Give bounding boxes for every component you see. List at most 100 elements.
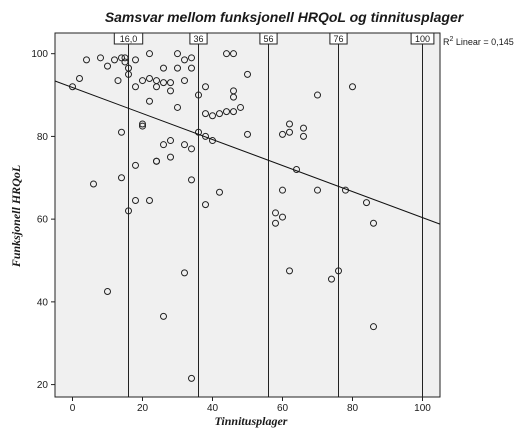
x-tick-label: 60: [277, 403, 289, 414]
x-tick-label: 80: [347, 403, 359, 414]
y-axis-ticks: 20 40 60 80 100: [31, 49, 55, 391]
data-point: [349, 83, 356, 91]
r2-label-superscript: 2: [450, 36, 454, 43]
fit-line: [54, 80, 441, 225]
data-point: [167, 153, 174, 161]
reference-line-label: 36: [193, 34, 203, 44]
reference-line-label-box: [410, 32, 435, 45]
data-point: [370, 323, 377, 331]
data-point: [244, 70, 251, 78]
data-point: [279, 213, 286, 221]
reference-line-label: 100: [415, 34, 430, 44]
r2-label-suffix: Linear = 0,145: [453, 37, 513, 47]
data-point: [272, 209, 279, 217]
data-point: [328, 275, 335, 283]
data-point: [174, 103, 181, 111]
data-point: [223, 108, 230, 116]
data-point: [160, 79, 167, 87]
data-point: [181, 56, 188, 64]
data-point: [139, 122, 146, 130]
reference-line-label: 56: [263, 34, 273, 44]
data-point: [279, 130, 286, 138]
data-point: [335, 267, 342, 275]
data-point: [188, 64, 195, 72]
data-point: [132, 56, 139, 64]
data-point: [181, 77, 188, 85]
x-axis-ticks: 0 20 40 60 80 100: [70, 397, 431, 414]
y-tick-label: 40: [37, 297, 49, 308]
data-point: [146, 75, 153, 82]
data-point: [209, 112, 216, 120]
data-point: [104, 288, 111, 296]
data-point: [111, 56, 118, 64]
data-point: [132, 197, 139, 205]
x-tick-label: 20: [137, 403, 149, 414]
data-point: [174, 64, 181, 72]
chart-title: Samsvar mellom funksjonell HRQoL og tinn…: [105, 9, 465, 25]
data-point: [139, 77, 146, 85]
y-tick-label: 100: [31, 49, 48, 60]
reference-line-label-box: [259, 32, 278, 45]
r2-label-prefix: R: [443, 37, 450, 47]
data-point: [181, 141, 188, 149]
data-point: [83, 56, 90, 64]
data-point: [202, 83, 209, 91]
data-point: [125, 207, 132, 215]
data-point: [188, 176, 195, 184]
r2-linear-label: R2 Linear = 0,145: [443, 36, 514, 47]
x-tick-label: 100: [414, 403, 431, 414]
data-point: [118, 174, 125, 182]
data-point: [90, 180, 97, 188]
data-point: [146, 197, 153, 205]
data-point: [370, 219, 377, 227]
reference-line-label: 76: [333, 34, 343, 44]
reference-line-label-box: [189, 32, 208, 45]
data-point: [230, 108, 237, 116]
data-point: [188, 54, 195, 62]
data-point: [104, 62, 111, 70]
data-point: [181, 269, 188, 277]
data-point: [286, 120, 293, 128]
data-point: [223, 50, 230, 58]
data-point: [132, 83, 139, 91]
y-tick-label: 80: [37, 132, 49, 143]
data-point: [125, 64, 132, 72]
data-point: [174, 50, 181, 58]
data-point: [167, 87, 174, 95]
data-point: [195, 128, 202, 136]
data-point: [244, 130, 251, 138]
data-point: [153, 157, 160, 165]
y-tick-label: 20: [37, 380, 49, 391]
data-point: [279, 186, 286, 194]
data-point: [300, 132, 307, 140]
data-point: [121, 54, 129, 62]
data-point: [272, 219, 279, 227]
y-axis-label: Funksjonell HRQoL: [9, 165, 23, 268]
data-point: [153, 83, 160, 91]
data-point: [118, 128, 125, 136]
data-point: [132, 161, 139, 169]
data-point: [195, 91, 202, 99]
data-point: [167, 137, 174, 145]
data-point: [202, 110, 209, 118]
data-point: [160, 141, 167, 149]
data-point: [237, 103, 244, 111]
data-point: [97, 54, 104, 62]
data-point: [286, 128, 293, 136]
x-axis-label: Tinnitusplager: [215, 414, 288, 428]
data-point: [160, 312, 167, 320]
data-point: [300, 124, 307, 132]
data-point: [216, 188, 223, 196]
data-point: [118, 54, 125, 62]
reference-line-label-box: [329, 32, 348, 45]
reference-line-label: 16,0: [120, 34, 138, 44]
data-point: [160, 64, 167, 72]
data-point: [146, 97, 153, 105]
data-point: [139, 120, 146, 128]
data-point: [230, 50, 237, 58]
data-point: [216, 110, 223, 118]
data-points: [69, 50, 377, 382]
data-point: [202, 132, 209, 140]
data-point: [146, 50, 153, 58]
